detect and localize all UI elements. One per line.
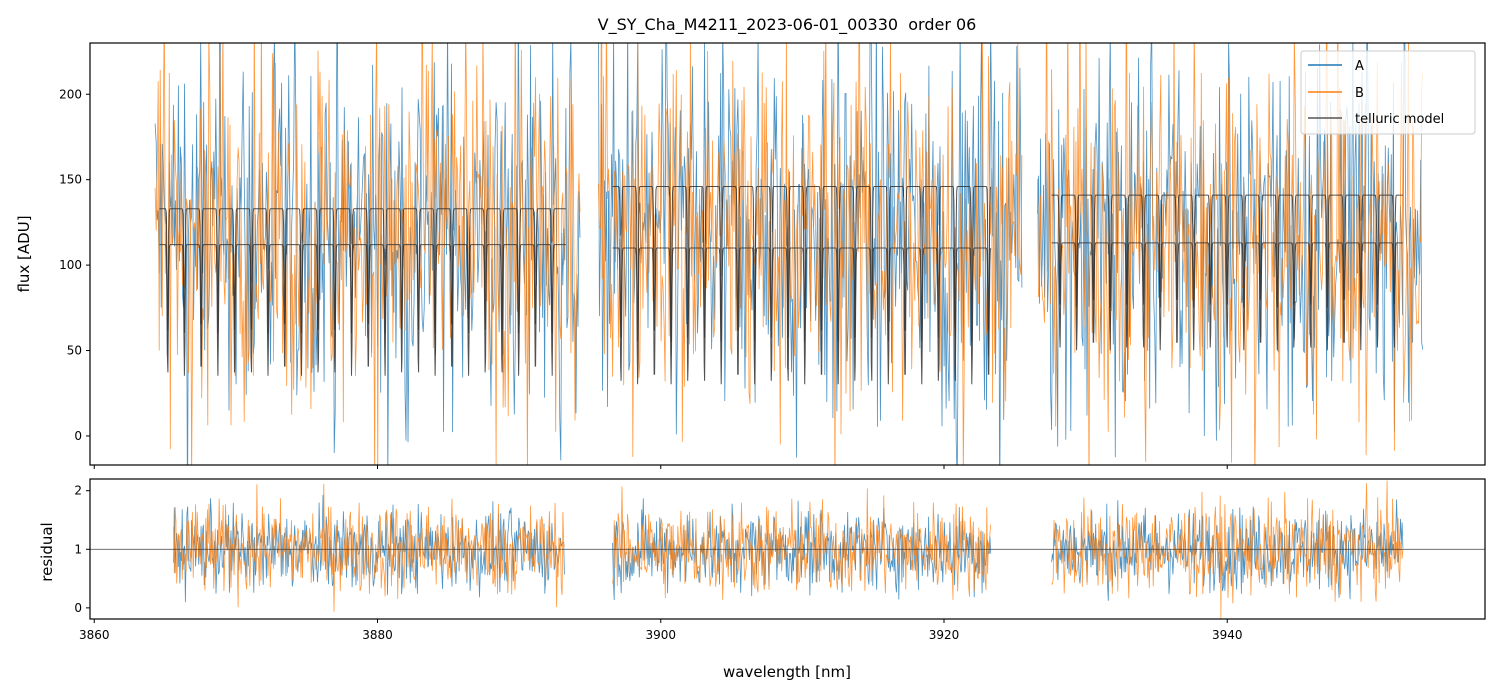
telluric-model-upper (159, 208, 566, 334)
legend-label-a: A (1355, 59, 1364, 74)
residual-ytick-label: 0 (74, 601, 82, 615)
flux-ytick-label: 200 (59, 87, 82, 101)
legend: A B telluric model (1300, 50, 1476, 135)
residual-series-b-segment (612, 486, 992, 600)
flux-series-b-segment (598, 43, 1023, 465)
residual-ytick-label: 2 (74, 484, 82, 498)
x-axis-label: wavelength [nm] (723, 663, 851, 681)
legend-label-b: B (1355, 86, 1364, 101)
y-axis-label-residual: residual (38, 522, 56, 581)
telluric-model-upper (612, 186, 992, 342)
telluric-model-lower (1051, 242, 1403, 351)
flux-axes-frame (89, 42, 1486, 466)
flux-series-b-segment (1037, 43, 1424, 465)
telluric-model-lower (612, 247, 992, 385)
y-axis-label-flux: flux [ADU] (15, 215, 33, 292)
xtick-label: 3920 (929, 628, 960, 642)
xtick-label: 3940 (1212, 628, 1243, 642)
telluric-model-lower (159, 244, 566, 376)
residual-series-a-segment (612, 498, 992, 601)
flux-ytick-label: 100 (59, 258, 82, 272)
legend-label-telluric: telluric model (1355, 112, 1444, 127)
xtick-label: 3880 (362, 628, 393, 642)
residual-ytick-label: 1 (74, 542, 82, 556)
xtick-label: 3900 (645, 628, 676, 642)
residual-series-b-segment (173, 483, 565, 612)
flux-ytick-label: 50 (67, 344, 82, 358)
residual-series-b-segment (1051, 480, 1404, 619)
flux-ytick-label: 0 (74, 429, 82, 443)
chart-title: V_SY_Cha_M4211_2023-06-01_00330 order 06 (598, 15, 977, 35)
xtick-label: 3860 (79, 628, 110, 642)
flux-ytick-label: 150 (59, 173, 82, 187)
